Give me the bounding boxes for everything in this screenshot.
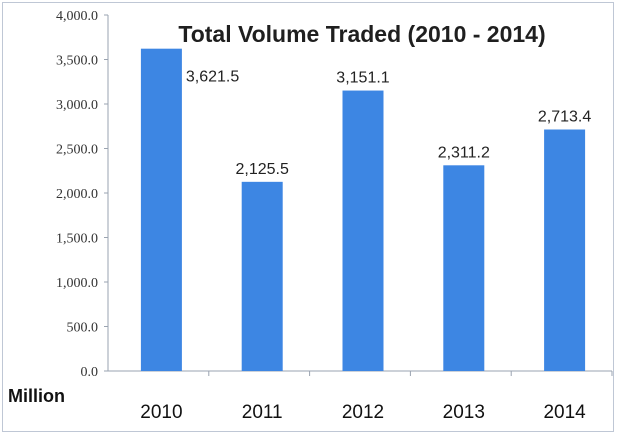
x-tick-label-2014: 2014 xyxy=(543,402,586,423)
data-label-2012: 3,151.1 xyxy=(336,70,389,87)
bar-2010 xyxy=(140,48,182,372)
x-tick-labels: 2010 2011 2012 2013 2014 xyxy=(140,402,586,423)
y-tick-label: 3,500.0 xyxy=(56,54,98,69)
bar-2013 xyxy=(443,165,485,371)
y-tick-label: 2,500.0 xyxy=(56,143,98,158)
chart-frame xyxy=(2,2,614,432)
data-labels: 3,621.5 2,125.5 3,151.1 2,311.2 2,713.4 xyxy=(186,69,591,178)
y-tick-label: 2,000.0 xyxy=(56,187,98,202)
x-tick-label-2011: 2011 xyxy=(242,402,283,423)
x-tick-label-2013: 2013 xyxy=(443,402,485,423)
x-tick-label-2012: 2012 xyxy=(342,402,384,423)
y-tick-labels: 0.0 500.0 1,000.0 1,500.0 2,000.0 2,500.0 3,00… xyxy=(56,9,98,380)
data-label-2014: 2,713.4 xyxy=(538,109,591,126)
y-tick-label: 0.0 xyxy=(81,365,99,380)
y-tick-label: 4,000.0 xyxy=(56,9,98,24)
y-unit-label: Million xyxy=(8,386,65,406)
x-tick-label-2010: 2010 xyxy=(140,402,182,423)
bar-2012 xyxy=(342,90,384,372)
y-tick-label: 1,500.0 xyxy=(56,232,98,247)
data-label-2013: 2,311.2 xyxy=(438,144,490,161)
y-tick-label: 1,000.0 xyxy=(56,276,98,291)
bar-2014 xyxy=(544,129,586,371)
data-label-2011: 2,125.5 xyxy=(236,161,289,178)
y-tick-label: 3,000.0 xyxy=(56,98,98,113)
chart-title: Total Volume Traded (2010 - 2014) xyxy=(178,21,545,47)
bars xyxy=(140,48,586,372)
bar-2011 xyxy=(241,181,283,371)
y-tick-label: 500.0 xyxy=(67,321,99,336)
data-label-2010: 3,621.5 xyxy=(186,69,239,86)
